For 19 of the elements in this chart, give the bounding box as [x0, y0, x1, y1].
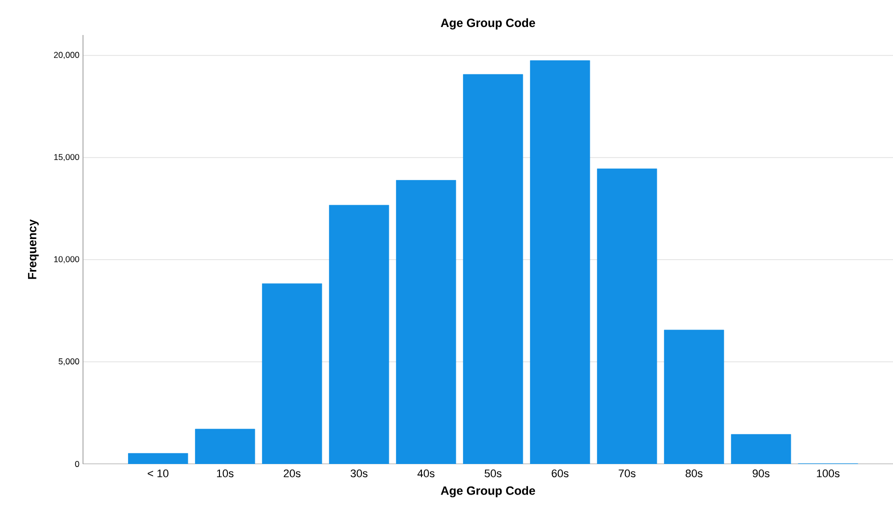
x-tick-label: 100s [816, 470, 840, 478]
x-tick-label: 80s [686, 470, 702, 478]
y-tick-label: 0 [75, 460, 80, 467]
x-tick-label: 10s [217, 470, 234, 478]
x-tick-label: 90s [752, 470, 770, 478]
x-tick-label: 60s [552, 470, 568, 478]
x-tick-label: 50s [484, 470, 502, 478]
chart-title: Age Group Code [440, 18, 536, 30]
y-tick-label: 20,000 [54, 52, 80, 59]
x-tick-label: 30s [350, 470, 368, 478]
x-tick-label: < 10 [148, 470, 168, 478]
x-tick-label: 70s [618, 470, 636, 478]
x-axis-title: Age Group Code [440, 486, 536, 498]
y-axis-title: Frequency [28, 219, 39, 279]
x-tick-label: 40s [417, 470, 434, 478]
x-tick-label: 20s [284, 470, 300, 478]
y-tick-label: 5,000 [58, 358, 80, 366]
y-tick-label: 10,000 [54, 256, 80, 264]
y-tick-label: 15,000 [54, 154, 80, 162]
